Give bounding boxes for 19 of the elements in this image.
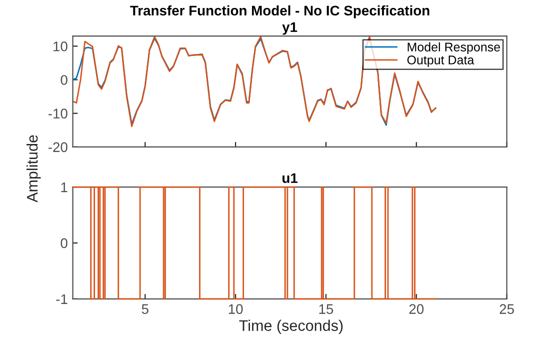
x-tick-label: 10 [228, 304, 243, 314]
y-tick-label: -20 [48, 142, 68, 152]
x-tick-label: 20 [409, 304, 424, 314]
x-axis-title: Time (seconds) [239, 320, 343, 334]
chart-subtitle: y1 [282, 22, 298, 35]
x-tick-label: 5 [142, 304, 148, 314]
y-tick-label: -10 [48, 108, 68, 119]
y-axis-title: Amplitude [26, 135, 41, 202]
chart-title: Transfer Function Model - No IC Specification [130, 5, 430, 18]
x-tick-label: 25 [500, 304, 514, 314]
y-tick-label: -1 [56, 294, 68, 304]
x-tick-label: 15 [319, 304, 334, 314]
legend-label: Output Data [407, 56, 474, 67]
legend-label: Model Response [408, 42, 500, 54]
y-tick-label: 1 [61, 182, 68, 192]
y-tick-label: 10 [54, 41, 68, 52]
chart-title: u1 [282, 173, 298, 184]
y-tick-label: 0 [60, 75, 68, 85]
y-tick-label: 0 [60, 238, 68, 248]
